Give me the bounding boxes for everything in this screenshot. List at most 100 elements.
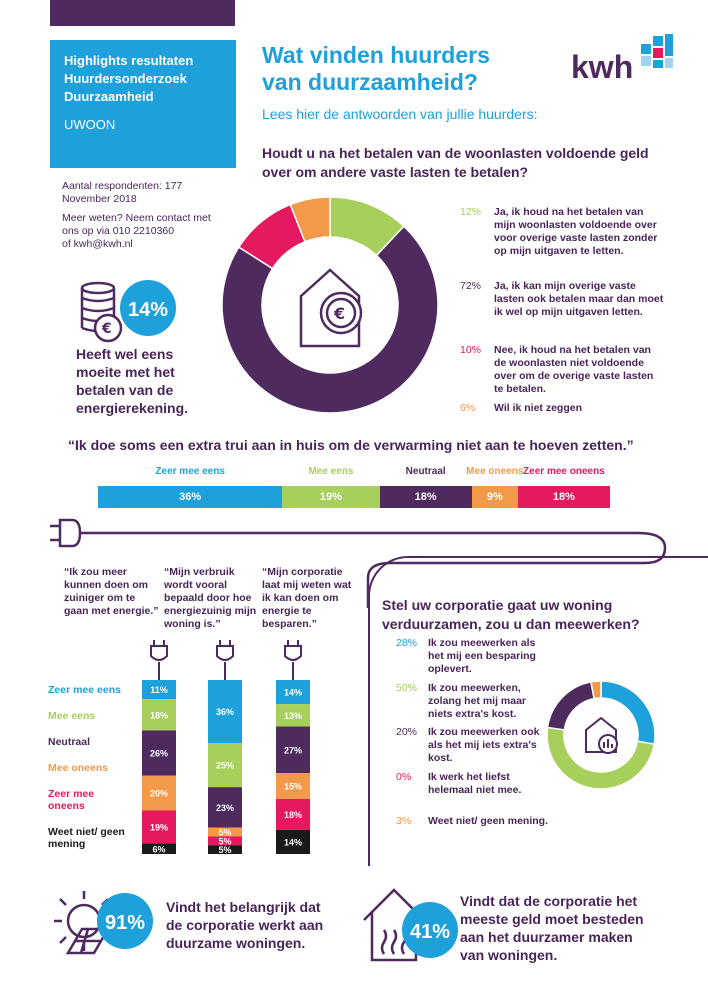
stacked-bar-label: 20% — [150, 789, 168, 799]
woonlasten-slice — [289, 196, 331, 243]
respondents: Aantal respondenten: 177 — [62, 180, 183, 192]
answer-label: Ik werk het liefst helemaal niet mee. — [428, 771, 522, 796]
house-chart-icon — [585, 716, 618, 754]
coins-icon: € 14% — [80, 280, 176, 343]
bottom-left-line-1: Vindt het belangrijk dat — [166, 899, 321, 915]
organisation-name: UWOON — [64, 117, 116, 132]
stacked-bar-segment — [276, 704, 310, 727]
answer-percentage: 12% — [460, 206, 482, 218]
answer-percentage: 3% — [396, 815, 412, 827]
stacked-bar-segment — [208, 836, 242, 846]
energy-line-4: energierekening. — [76, 400, 189, 416]
stacked-bar-segment — [142, 699, 176, 731]
top-bar — [50, 0, 235, 26]
stacked-question-3: “Mijn corporatie laat mij weten wat ik k… — [262, 566, 352, 630]
stacked-bar-segment — [208, 845, 242, 854]
stacked-bar-segment — [276, 680, 310, 705]
stacked-bar-segment — [208, 743, 242, 788]
plug-icon — [284, 640, 302, 680]
contact-line-2: ons op via 010 2210360 — [62, 225, 175, 237]
highlights-line-3: Duurzaamheid — [64, 89, 154, 104]
survey-date: November 2018 — [62, 193, 137, 205]
stacked-bar-label: 5% — [218, 845, 231, 855]
bottom-right-value: 41% — [410, 921, 450, 943]
plug-icon — [216, 640, 234, 680]
svg-text:€: € — [333, 304, 345, 323]
bottom-right-text: Vindt dat de corporatie het meeste geld … — [460, 892, 660, 964]
survey-meta: Aantal respondenten: 177 November 2018 M… — [62, 180, 252, 257]
woonlasten-donut-chart: € — [221, 196, 439, 414]
stacked-bar-label: 23% — [216, 803, 234, 813]
sweater-bar-segment: 18% — [517, 486, 610, 508]
stacked-legend-item: Neutraal — [48, 736, 91, 748]
house-heating-icon: 41% — [363, 888, 458, 962]
stacked-bar-segment — [208, 680, 242, 744]
answer-percentage: 0% — [396, 771, 412, 783]
answer-label: Nee, ik houd na het betalen van de woonl… — [494, 344, 654, 395]
answer-label: Ik zou meewerken ook als het mij iets ex… — [428, 726, 540, 764]
highlights-line-2: Huurdersonderzoek — [64, 71, 187, 86]
stacked-bar-segment — [142, 730, 176, 776]
stacked-question-2: “Mijn verbruik wordt vooral bepaald door… — [164, 566, 257, 630]
svg-text:€: € — [101, 321, 112, 337]
stacked-bar-segment — [208, 787, 242, 828]
energy-line-1: Heeft wel eens — [76, 346, 174, 362]
stacked-bar-label: 15% — [284, 781, 302, 791]
stacked-legend-item: Zeer mee eens — [48, 684, 121, 696]
stacked-bar-label: 26% — [150, 749, 168, 759]
stacked-bar-label: 18% — [284, 810, 302, 820]
cooperation-slice — [546, 681, 596, 731]
answer-label: Ja, ik houd na het betalen van mijn woon… — [494, 206, 658, 257]
stacked-bar-segment — [142, 843, 176, 854]
cooperation-slice — [590, 680, 602, 700]
highlights-line-1: Highlights resultaten — [64, 53, 194, 68]
stacked-bar-label: 5% — [218, 836, 231, 846]
stacked-bar-label: 19% — [150, 823, 168, 833]
answer-label: Ja, ik kan mijn overige vaste lasten ook… — [494, 280, 664, 318]
stacked-legend-item: Zeer mee oneens — [48, 788, 95, 812]
highlights-box: Highlights resultaten Huurdersonderzoek … — [50, 40, 236, 168]
answer-percentage: 6% — [460, 402, 476, 414]
sweater-bar-segment: 9% — [471, 486, 518, 508]
bottom-right-line-2: meeste geld moet besteden — [460, 911, 644, 927]
answer-percentage: 20% — [396, 726, 418, 738]
sweater-bar-chart: 36% 19% 18% 9% 18% — [98, 486, 610, 508]
answer-percentage: 50% — [396, 682, 418, 694]
page-subtitle: Lees hier de antwoorden van jullie huurd… — [262, 106, 538, 122]
stacked-bar-label: 14% — [284, 837, 302, 847]
title-line-2: van duurzaamheid? — [262, 69, 478, 95]
stacked-bar-label: 36% — [216, 707, 234, 717]
stacked-bar-label: 18% — [150, 710, 168, 720]
page-title: Wat vinden huurders van duurzaamheid? — [262, 42, 592, 96]
logo-text: kwh — [571, 49, 633, 85]
stacked-bar-label: 13% — [284, 711, 302, 721]
sweater-legend-item: Mee oneens — [466, 466, 524, 477]
stacked-bar-segment — [208, 827, 242, 837]
stacked-bar-segment — [276, 726, 310, 774]
bottom-right-line-3: aan het duurzamer maken — [460, 929, 633, 945]
sweater-legend: Zeer mee eens Mee eens Neutraal Mee oneens Z… — [98, 466, 610, 480]
energy-line-2: moeite met het — [76, 364, 175, 380]
bottom-left-line-3: duurzame woningen. — [166, 935, 306, 951]
stacked-bar-segment — [142, 775, 176, 811]
stacked-bar-segment — [276, 829, 310, 854]
stacked-legend-item: Mee oneens — [48, 762, 109, 774]
answer-percentage: 72% — [460, 280, 482, 292]
question-1: Houdt u na het betalen van de woonlasten… — [262, 145, 649, 180]
cooperation-donut-chart — [546, 680, 656, 790]
energy-bill-value: 14% — [128, 299, 168, 321]
stacked-bar-segment — [142, 810, 176, 844]
stacked-bar-label: 6% — [152, 844, 165, 854]
stacked-bar-label: 25% — [216, 761, 234, 771]
contact-line-1: Meer weten? Neem contact met — [62, 212, 211, 224]
woonlasten-slice — [221, 225, 439, 414]
bottom-left-text: Vindt het belangrijk dat de corporatie w… — [166, 898, 346, 952]
stacked-bar-label: 14% — [284, 688, 302, 698]
answer-percentage: 10% — [460, 344, 482, 356]
answer-percentage: 28% — [396, 637, 418, 649]
answer-label: Weet niet/ geen mening. — [428, 815, 548, 827]
stacked-bar-segment — [142, 680, 176, 700]
answer-label: Ik zou meewerken als het mij een bespari… — [428, 637, 536, 675]
contact-line-3: of kwh@kwh.nl — [62, 238, 133, 250]
stacked-bar-chart: 11%18%26%20%19%6%36%25%23%5%5%5%14%13%27… — [142, 640, 310, 855]
